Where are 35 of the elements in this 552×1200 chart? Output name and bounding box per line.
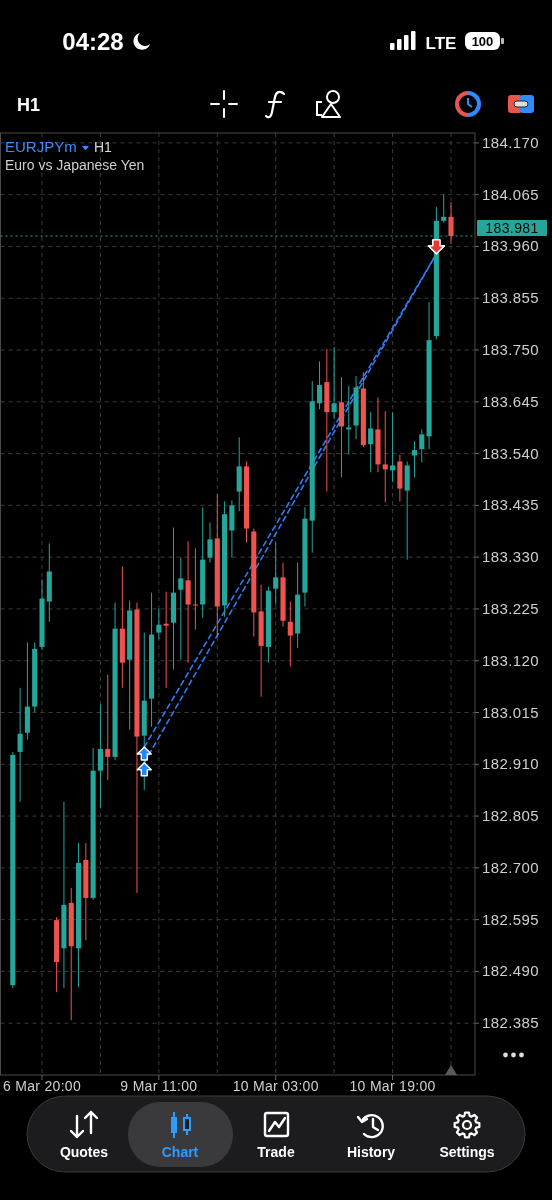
text: LTE xyxy=(425,34,457,53)
annotation: H1 xyxy=(94,139,113,155)
x-tick-label: 10 Mar 03:00 xyxy=(232,1078,319,1094)
x-tick-label: 6 Mar 20:00 xyxy=(3,1078,82,1094)
y-tick-label: 183.540 xyxy=(482,444,540,462)
text: Trade xyxy=(257,1144,295,1160)
y-tick-label: 183.225 xyxy=(482,599,540,617)
y-tick-label: 183.330 xyxy=(482,548,540,566)
text: H1 xyxy=(17,95,41,115)
y-tick-label: 183.015 xyxy=(482,703,540,721)
y-tick-label: 183.645 xyxy=(482,392,540,410)
y-tick-label: 182.700 xyxy=(482,858,540,876)
text: 04:28 xyxy=(62,28,124,55)
y-tick-label: 182.385 xyxy=(482,1014,540,1032)
y-tick-label: 182.805 xyxy=(482,807,540,825)
y-tick-label: 182.910 xyxy=(482,755,540,773)
y-tick-label: 183.435 xyxy=(482,496,540,514)
ref-line-label: 183.981 xyxy=(485,220,539,237)
y-tick-label: 183.750 xyxy=(482,341,540,359)
text: Euro vs Japanese Yen xyxy=(5,157,145,173)
y-tick-label: 183.855 xyxy=(482,289,540,307)
y-tick-label: 184.170 xyxy=(482,133,540,151)
text: Settings xyxy=(439,1144,495,1160)
chart-title: EURJPYm xyxy=(5,138,77,155)
y-tick-label: 183.120 xyxy=(482,651,540,669)
text: 100 xyxy=(471,34,494,49)
x-tick-label: 10 Mar 19:00 xyxy=(349,1078,436,1094)
text: History xyxy=(346,1144,396,1160)
y-tick-label: 184.065 xyxy=(482,185,540,203)
text: Chart xyxy=(161,1144,199,1160)
y-tick-label: 182.490 xyxy=(482,962,540,980)
x-tick-label: 9 Mar 11:00 xyxy=(120,1078,198,1094)
y-tick-label: 183.960 xyxy=(482,237,540,255)
text: Quotes xyxy=(59,1144,109,1160)
y-tick-label: 182.595 xyxy=(482,910,540,928)
